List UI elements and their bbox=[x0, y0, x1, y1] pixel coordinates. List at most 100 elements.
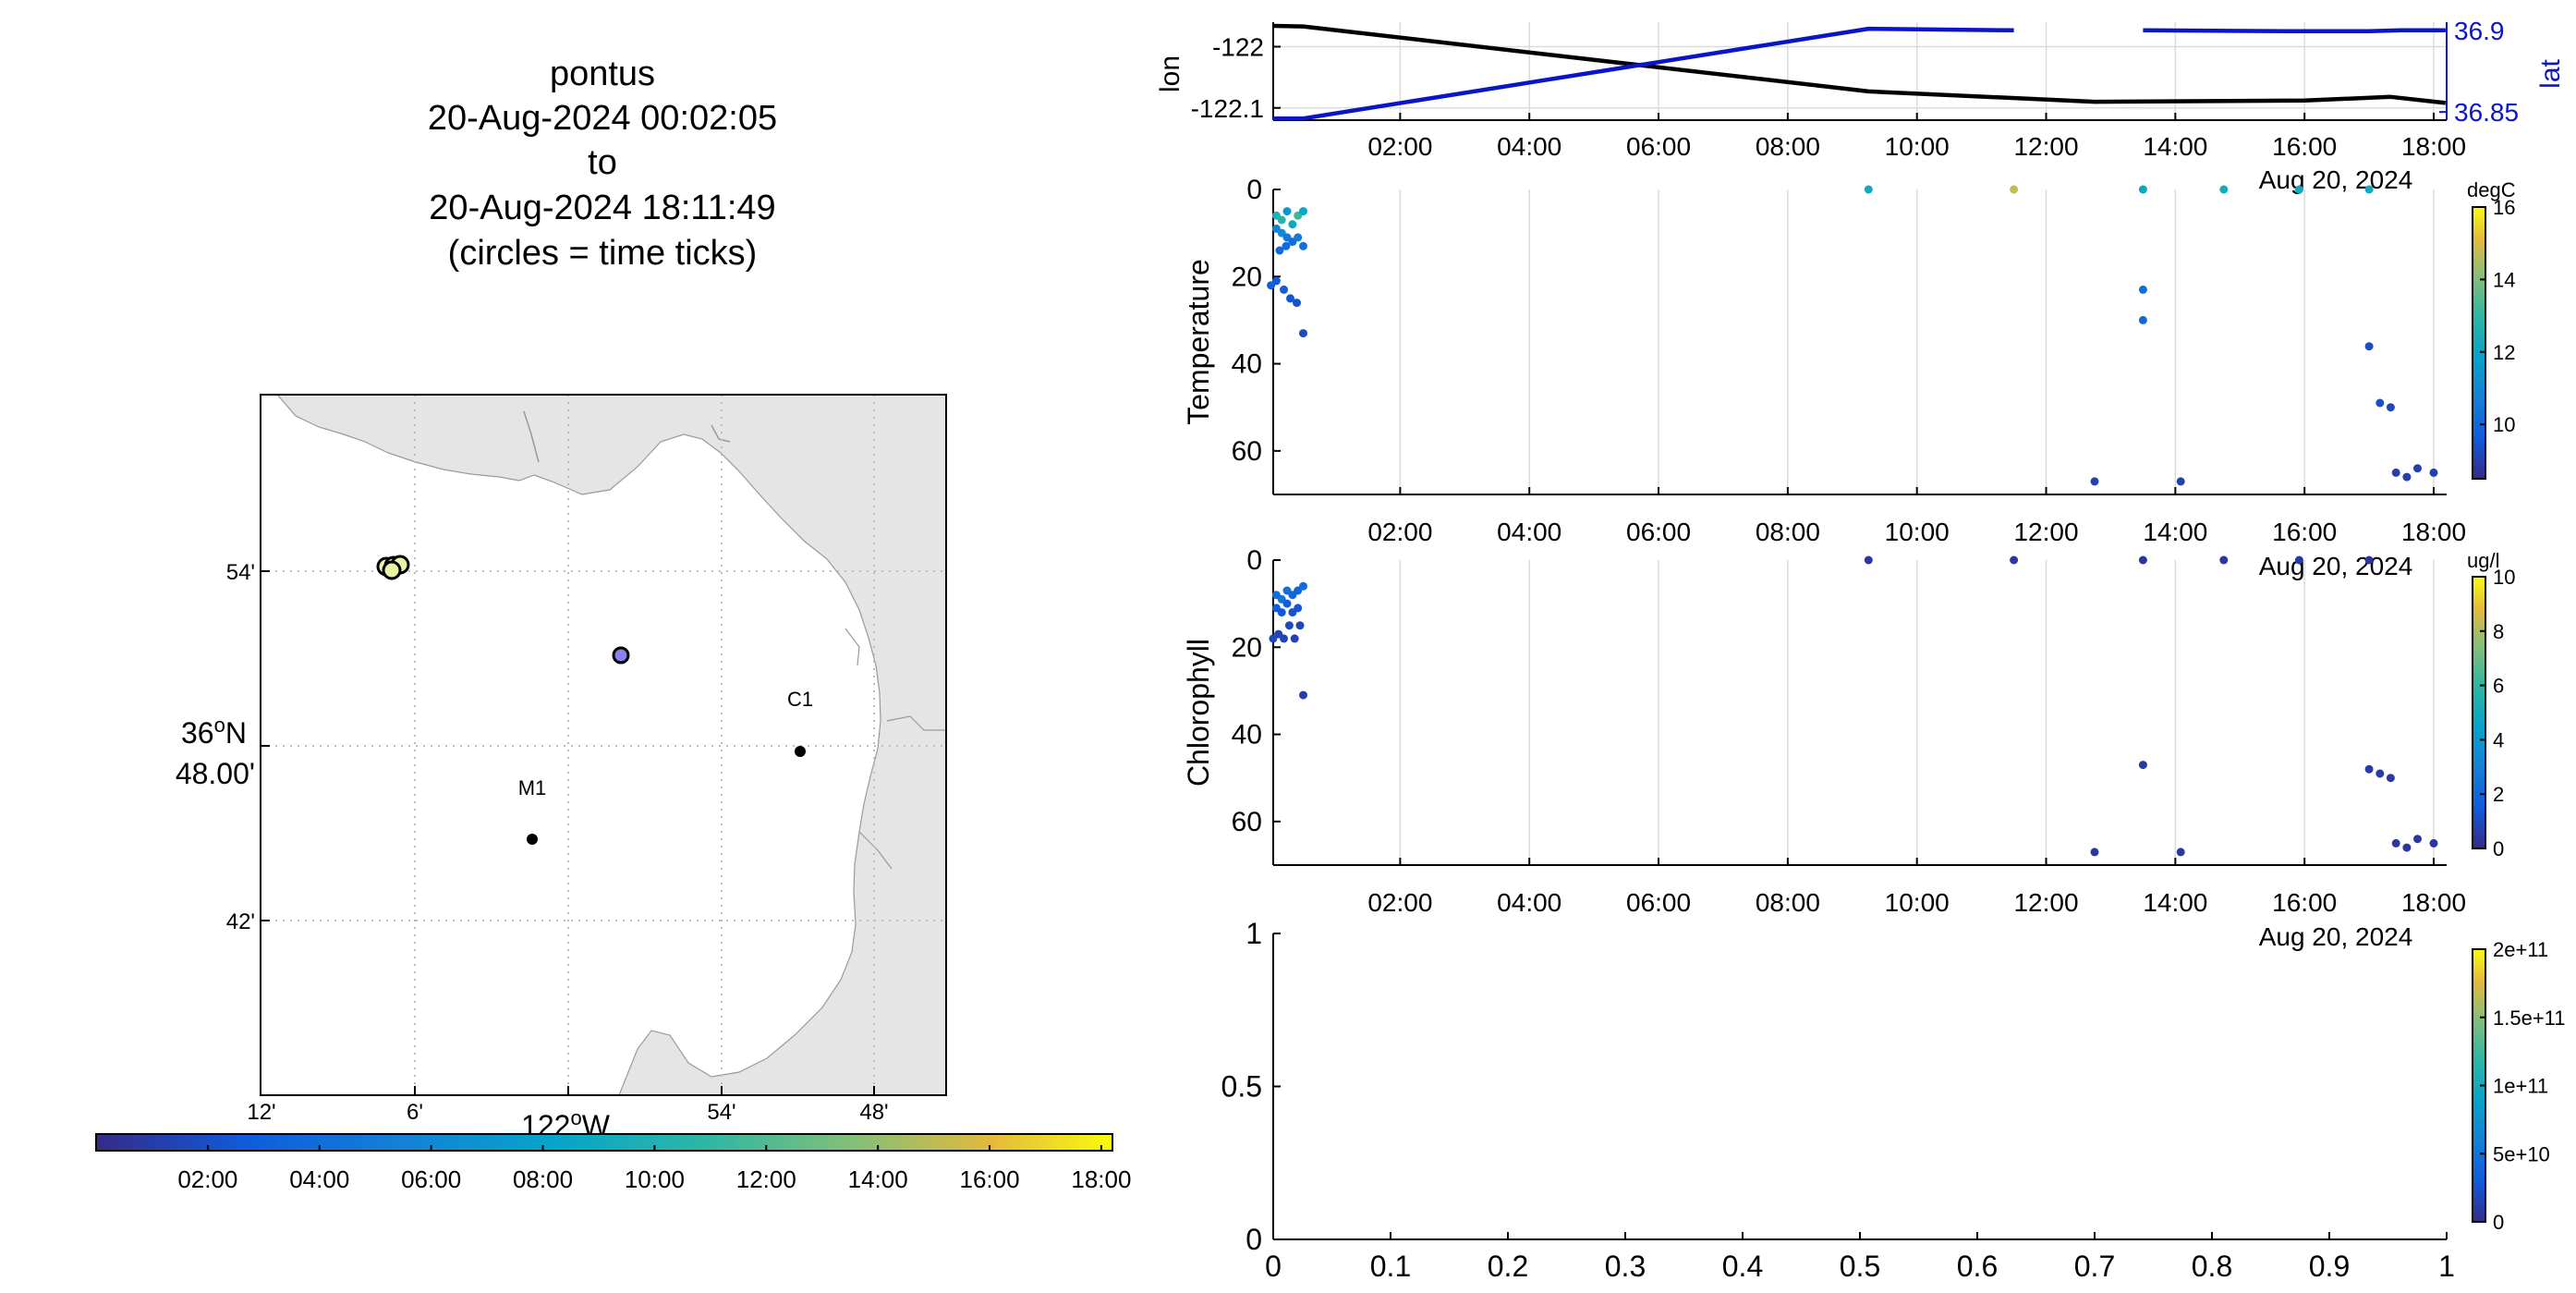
data-point bbox=[2391, 838, 2400, 848]
data-point bbox=[1284, 621, 1294, 630]
data-point bbox=[1275, 246, 1284, 255]
data-point bbox=[2010, 555, 2019, 565]
data-point bbox=[2010, 185, 2019, 194]
colorbar-tick-label: 1e+11 bbox=[2493, 1075, 2548, 1098]
x-tick-label: 14:00 bbox=[2143, 132, 2207, 161]
colorbar-unit-label: ug/l bbox=[2467, 549, 2499, 572]
map-lat-labels: 54' 42' bbox=[226, 560, 255, 934]
station-label: C1 bbox=[787, 688, 813, 711]
colorbar-tick-label: 4 bbox=[2493, 728, 2504, 751]
y-tick-label: 20 bbox=[1232, 262, 1262, 292]
x-tick-label: 02:00 bbox=[1367, 132, 1432, 161]
y-tick-label: 20 bbox=[1232, 632, 1262, 663]
x-tick-label: 16:00 bbox=[2272, 132, 2337, 161]
lat-series-line bbox=[1272, 26, 2014, 121]
x-tick-label: 04:00 bbox=[1497, 518, 1561, 546]
data-point bbox=[2294, 185, 2303, 194]
data-point bbox=[2138, 761, 2147, 770]
chlorophyll-panel: 02:00 04:00 06:00 08:00 10:00 12:00 14:00 16:00… bbox=[1182, 545, 2515, 951]
x-tick-label: 12:00 bbox=[2013, 518, 2078, 546]
lat-degree-number: 36 bbox=[181, 716, 214, 750]
x-tick-label: 02:00 bbox=[1367, 888, 1432, 917]
colorbar-tick-label: 5e+10 bbox=[2493, 1142, 2550, 1165]
data-point bbox=[2386, 403, 2395, 412]
data-point bbox=[1290, 634, 1299, 643]
x-tick-label: 14:00 bbox=[2143, 888, 2207, 917]
data-point bbox=[2391, 468, 2400, 477]
title-block: pontus 20-Aug-2024 00:02:05 to 20-Aug-20… bbox=[428, 55, 777, 273]
data-point bbox=[1299, 690, 1307, 700]
y-tick-label: 1 bbox=[1245, 917, 1262, 950]
colorbar-tick-label: 10:00 bbox=[625, 1165, 685, 1193]
data-point bbox=[2176, 848, 2185, 857]
x-tick-label: 06:00 bbox=[1626, 888, 1691, 917]
colorbar-tick-label: 2 bbox=[2493, 783, 2504, 806]
x-tick-label: 0.5 bbox=[1840, 1250, 1880, 1283]
x-tick-label: 08:00 bbox=[1756, 518, 1820, 546]
data-point bbox=[2402, 843, 2412, 852]
lon-tick-54: 54' bbox=[707, 1100, 735, 1125]
x-tick-label: 04:00 bbox=[1497, 888, 1561, 917]
data-point bbox=[1286, 294, 1294, 303]
map-ticks bbox=[260, 570, 875, 1095]
data-point bbox=[2138, 185, 2147, 194]
lon-lat-panel: 02:00 04:00 06:00 08:00 10:00 12:00 14:00 16:00… bbox=[1155, 17, 2566, 194]
colorbar bbox=[2472, 576, 2486, 849]
colorbar-tick-label: 16 bbox=[2493, 196, 2515, 219]
data-point bbox=[1864, 555, 1873, 565]
data-point bbox=[2429, 838, 2438, 848]
colorbar-tick-label: 0 bbox=[2493, 1211, 2504, 1234]
colorbar-tick-label: 04:00 bbox=[289, 1165, 349, 1193]
colorbar-tick-label: 18:00 bbox=[1071, 1165, 1131, 1193]
colorbar-tick-label: 1.5e+11 bbox=[2493, 1006, 2566, 1030]
colorbar-tick-label: 06:00 bbox=[401, 1165, 461, 1193]
data-point bbox=[2413, 835, 2422, 844]
lon-tick-48: 48' bbox=[859, 1100, 888, 1125]
y-tick-label: 60 bbox=[1232, 807, 1262, 837]
data-point bbox=[1282, 207, 1292, 216]
data-point bbox=[2386, 774, 2395, 783]
x-tick-label: 18:00 bbox=[2401, 518, 2466, 546]
river-4 bbox=[886, 715, 946, 731]
data-point bbox=[2138, 285, 2147, 294]
map-land bbox=[276, 395, 946, 1095]
data-point bbox=[1299, 329, 1307, 338]
data-point bbox=[2402, 472, 2412, 482]
platform-name: pontus bbox=[550, 55, 655, 93]
data-point bbox=[2376, 398, 2385, 408]
land-area bbox=[276, 395, 946, 1095]
lon-degree-sup: o bbox=[570, 1106, 581, 1129]
x-tick-label: 18:00 bbox=[2401, 132, 2466, 161]
lat-minutes-label: 48.00' bbox=[176, 757, 255, 790]
data-point bbox=[2090, 477, 2099, 486]
x-tick-label: 02:00 bbox=[1367, 518, 1432, 546]
data-point bbox=[1288, 220, 1297, 229]
data-point bbox=[2138, 555, 2147, 565]
lon-series-line bbox=[1272, 23, 2447, 105]
data-point bbox=[2090, 848, 2099, 857]
colorbar-tick-label: 0 bbox=[2493, 837, 2504, 860]
to-label: to bbox=[588, 143, 617, 182]
station-marker bbox=[795, 746, 806, 757]
colorbar-tick-label: 14:00 bbox=[848, 1165, 908, 1193]
y-tick-label: 60 bbox=[1232, 436, 1262, 467]
time-colorbar bbox=[95, 1133, 1113, 1152]
lat-series-line bbox=[2143, 28, 2446, 33]
data-point bbox=[1299, 241, 1307, 250]
colorbar-tick-label: 12 bbox=[2493, 341, 2515, 364]
lat-tick-42: 42' bbox=[226, 909, 255, 934]
start-time: 20-Aug-2024 00:02:05 bbox=[428, 99, 777, 138]
data-point bbox=[1299, 207, 1307, 216]
data-point bbox=[2219, 555, 2229, 565]
data-point bbox=[1293, 299, 1301, 308]
x-tick-label: 14:00 bbox=[2143, 518, 2207, 546]
x-tick-label: 0.4 bbox=[1722, 1250, 1763, 1283]
river-1 bbox=[523, 410, 540, 463]
x-tick-label: 0.2 bbox=[1488, 1250, 1528, 1283]
data-point bbox=[2364, 342, 2374, 351]
date-label: Aug 20, 2024 bbox=[2259, 922, 2413, 951]
data-point bbox=[1280, 285, 1288, 294]
x-tick-label: 0.8 bbox=[2192, 1250, 2232, 1283]
y-axis-label: Temperature bbox=[1182, 259, 1215, 425]
data-point bbox=[2364, 555, 2374, 565]
